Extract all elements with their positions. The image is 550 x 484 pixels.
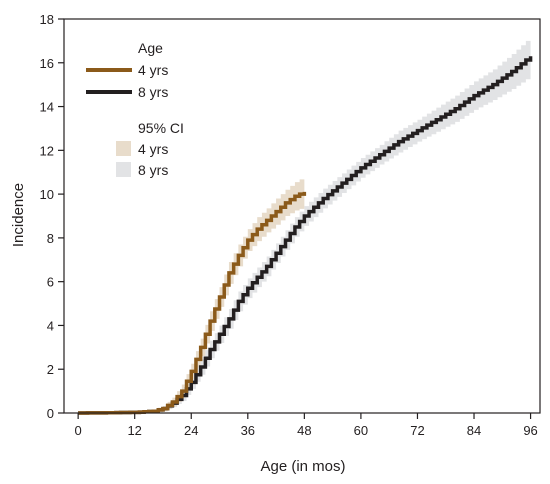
x-tick-label: 96 [523, 423, 537, 438]
y-tick-label: 0 [47, 406, 54, 421]
legend-line-title: Age [138, 40, 163, 56]
x-tick-label: 60 [354, 423, 368, 438]
x-axis-ticks: 0 12 24 36 48 60 72 84 96 [75, 413, 538, 438]
legend-ci-swatch-8yrs [116, 162, 131, 177]
y-axis-ticks: 0 2 4 6 8 10 12 14 16 18 [40, 12, 64, 421]
legend-ci-swatch-4yrs [116, 141, 131, 156]
ci-band-4yrs [78, 176, 305, 413]
x-tick-label: 0 [75, 423, 82, 438]
x-tick-label: 48 [297, 423, 311, 438]
legend-ci-title: 95% CI [138, 120, 184, 136]
x-tick-label: 84 [467, 423, 481, 438]
y-tick-label: 14 [40, 100, 54, 115]
x-tick-label: 24 [184, 423, 198, 438]
x-tick-label: 36 [241, 423, 255, 438]
x-axis-title: Age (in mos) [260, 458, 345, 475]
legend-line-label-4yrs: 4 yrs [138, 62, 168, 78]
x-tick-label: 12 [127, 423, 141, 438]
legend-ci-label-4yrs: 4 yrs [138, 141, 168, 157]
y-tick-label: 12 [40, 143, 54, 158]
y-tick-label: 6 [47, 275, 54, 290]
legend-line-label-8yrs: 8 yrs [138, 84, 168, 100]
y-tick-label: 16 [40, 56, 54, 71]
y-tick-label: 10 [40, 187, 54, 202]
y-tick-label: 18 [40, 12, 54, 27]
x-tick-label: 72 [410, 423, 424, 438]
legend: Age 4 yrs 8 yrs 95% CI 4 yrs 8 yrs [86, 40, 184, 178]
plot-frame [63, 18, 541, 414]
y-tick-label: 4 [47, 318, 54, 333]
y-axis-title: Incidence [10, 183, 27, 247]
legend-ci-label-8yrs: 8 yrs [138, 162, 168, 178]
y-tick-label: 2 [47, 362, 54, 377]
y-tick-label: 8 [47, 231, 54, 246]
